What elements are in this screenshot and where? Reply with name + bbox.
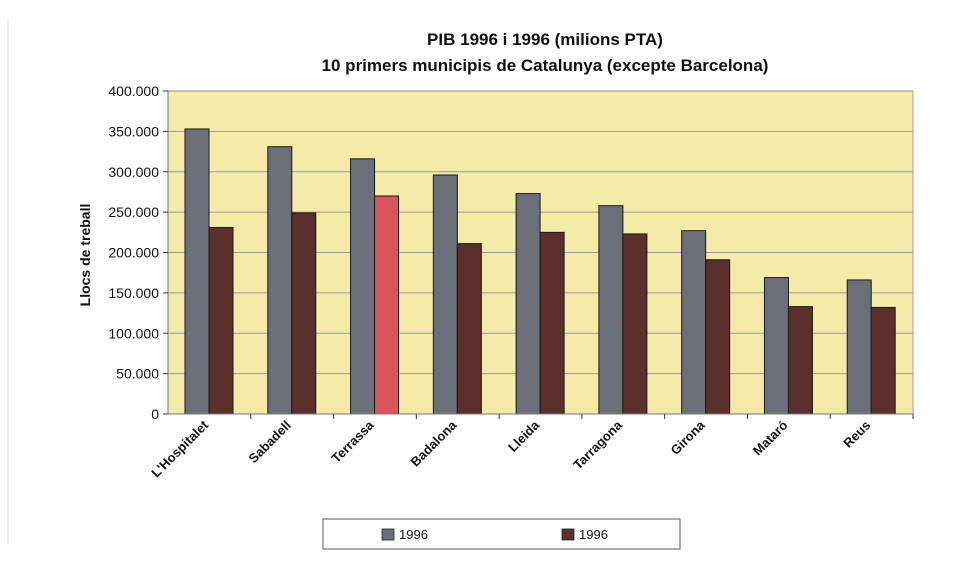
y-tick-labels: 0 50.000 100.000 150.000 200.000 250.000 300.0… xyxy=(108,83,168,422)
bar-series-1 xyxy=(763,277,789,415)
y-tick-label: 150.000 xyxy=(108,285,159,301)
y-tick-label: 50.000 xyxy=(116,366,159,382)
legend: 1996 1996 xyxy=(322,518,681,550)
bar-series-2 xyxy=(787,306,813,415)
x-tick-label: L'Hospitalet xyxy=(148,417,211,480)
bar-series-1 xyxy=(515,193,541,415)
bar-series-2 xyxy=(456,243,482,415)
x-tick-label: Terrassa xyxy=(328,417,377,466)
y-axis-label: Llocs de treball xyxy=(77,204,93,307)
x-tick-label: Lleida xyxy=(505,417,543,455)
y-tick-label: 350.000 xyxy=(108,123,159,139)
y-tick-label: 100.000 xyxy=(108,325,159,341)
y-tick-label: 400.000 xyxy=(108,83,159,99)
legend-swatch-series-1 xyxy=(381,528,395,541)
x-tick-label: Sabadell xyxy=(245,418,293,466)
y-tick-label: 300.000 xyxy=(108,164,159,180)
bar-series-2 xyxy=(870,306,896,415)
bar-series-1 xyxy=(681,230,707,415)
bar-series-1 xyxy=(184,128,210,415)
bar-series-2 xyxy=(622,233,648,415)
chart-subtitle: 10 primers municipis de Catalunya (excep… xyxy=(322,56,769,75)
bar-series-1 xyxy=(267,146,293,415)
y-tick-label: 0 xyxy=(151,406,159,422)
x-tick-label: Mataró xyxy=(750,417,791,458)
legend-box xyxy=(322,518,681,550)
y-tick-label: 250.000 xyxy=(108,204,159,220)
bar-series-2 xyxy=(208,226,234,415)
chart-title: PIB 1996 i 1996 (milions PTA) xyxy=(427,30,663,49)
x-tick-label: Girona xyxy=(668,417,709,458)
bar-series-2 xyxy=(374,195,400,415)
legend-label-series-2: 1996 xyxy=(579,527,608,542)
legend-label-series-1: 1996 xyxy=(399,527,428,542)
bar-series-2 xyxy=(705,259,731,415)
x-tick-label: Reus xyxy=(840,418,873,451)
x-tick-labels: L'Hospitalet Sabadell Terrassa Badalona Llei… xyxy=(148,414,914,480)
y-tick-label: 200.000 xyxy=(108,245,159,261)
bar-series-1 xyxy=(846,279,872,415)
bars xyxy=(184,128,896,415)
x-tick-label: Tarragona xyxy=(570,417,625,472)
bar-series-2 xyxy=(291,212,317,415)
bar-series-2 xyxy=(539,231,565,415)
x-tick-label: Badalona xyxy=(407,417,460,470)
legend-swatch-series-2 xyxy=(561,528,575,541)
bar-series-1 xyxy=(598,205,624,415)
bar-series-1 xyxy=(432,174,458,415)
bar-series-1 xyxy=(350,158,376,415)
